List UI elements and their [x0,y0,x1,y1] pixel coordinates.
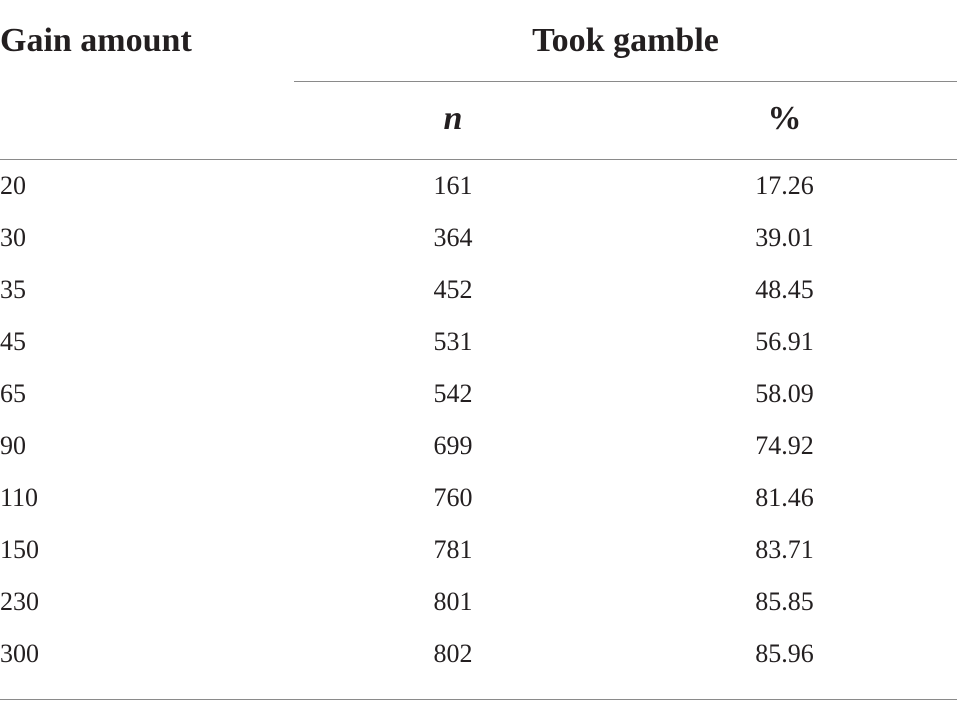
table-row: 45 531 56.91 [0,316,957,368]
cell-n: 364 [433,223,473,252]
cell-percent: 81.46 [755,483,814,512]
cell-n: 699 [433,431,473,460]
cell-gain-amount: 90 [0,431,26,460]
cell-percent: 74.92 [755,431,814,460]
table-bottom-rule [0,699,957,700]
cell-n: 161 [433,171,473,200]
table-row: 90 699 74.92 [0,420,957,472]
cell-percent: 39.01 [755,223,814,252]
cell-gain-amount: 20 [0,171,26,200]
cell-n: 802 [433,639,473,668]
cell-gain-amount: 300 [0,639,39,668]
cell-gain-amount: 65 [0,379,26,408]
cell-gain-amount: 45 [0,327,26,356]
table-row: 30 364 39.01 [0,212,957,264]
cell-gain-amount: 230 [0,587,39,616]
cell-gain-amount: 30 [0,223,26,252]
cell-percent: 83.71 [755,535,814,564]
header-percent: % [767,100,802,137]
cell-n: 781 [433,535,473,564]
cell-percent: 48.45 [755,275,814,304]
cell-percent: 85.85 [755,587,814,616]
cell-n: 531 [433,327,473,356]
cell-n: 542 [433,379,473,408]
cell-n: 452 [433,275,473,304]
header-n: n [443,100,463,137]
cell-percent: 85.96 [755,639,814,668]
cell-n: 801 [433,587,473,616]
cell-percent: 56.91 [755,327,814,356]
cell-gain-amount: 35 [0,275,26,304]
header-took-gamble: Took gamble [532,22,719,59]
table-row: 150 781 83.71 [0,524,957,576]
cell-gain-amount: 110 [0,483,39,512]
table-row: 65 542 58.09 [0,368,957,420]
table-row: 230 801 85.85 [0,576,957,628]
header-gain-amount: Gain amount [0,22,192,59]
header-bottom-rule [0,159,957,160]
table-row: 20 161 17.26 [0,160,957,212]
table-body: 20 161 17.26 30 364 39.01 35 452 48.45 45 531 56.91… [0,160,957,680]
table-row: 300 802 85.96 [0,628,957,680]
cell-gain-amount: 150 [0,535,39,564]
table-row: 35 452 48.45 [0,264,957,316]
cell-percent: 58.09 [755,379,814,408]
group-header-rule [294,81,957,82]
cell-n: 760 [433,483,473,512]
cell-percent: 17.26 [755,171,814,200]
table-row: 110 760 81.46 [0,472,957,524]
